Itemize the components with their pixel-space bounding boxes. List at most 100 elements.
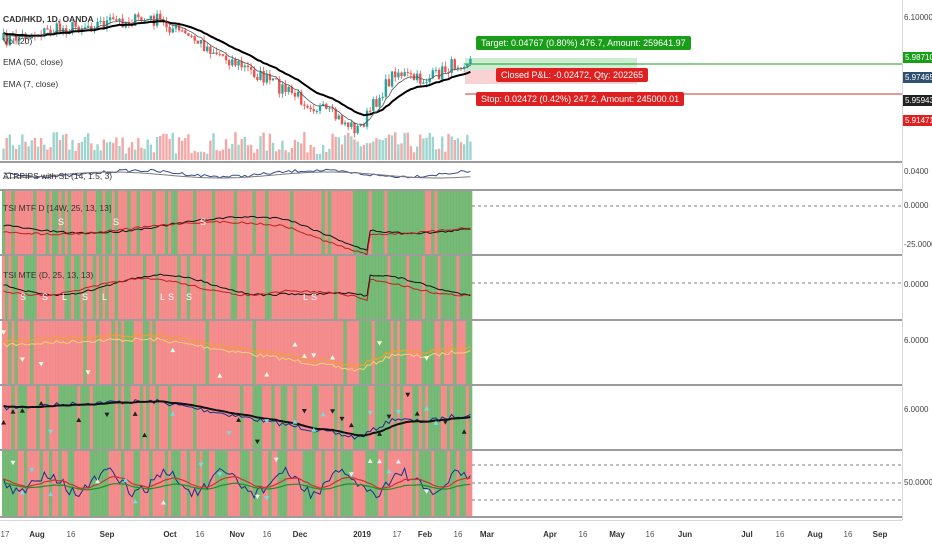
pane7-bg	[309, 451, 313, 516]
pane6-bg	[243, 386, 247, 449]
pane6-bg	[108, 386, 112, 449]
pane6-bg	[92, 386, 97, 449]
pane7-bg	[136, 451, 141, 516]
volume-bar	[187, 134, 190, 160]
volume-bar	[152, 152, 156, 160]
tsi-mtf-bg	[193, 191, 197, 254]
candle	[231, 59, 234, 66]
candle	[224, 55, 228, 61]
pane5-bg	[190, 321, 194, 384]
pane7-bg	[324, 451, 329, 516]
tsi-mtf-bg	[233, 191, 238, 254]
tsi-mte-bg	[399, 256, 404, 319]
candle	[406, 72, 409, 74]
tsi-mte-bg	[39, 256, 44, 319]
pane6-bg	[349, 386, 354, 449]
tsi-mte-legend[interactable]: TSI MTE (D, 25, 13, 13)	[3, 270, 94, 280]
atr-legend[interactable]: ATRPIPS with SL (14, 1.5, 3)	[3, 171, 113, 181]
pane6-bg	[186, 386, 191, 449]
price-axis[interactable]	[902, 0, 932, 520]
pane6-bg	[280, 386, 285, 449]
volume-bar	[325, 151, 328, 160]
volume-bar	[8, 134, 12, 160]
candle	[118, 18, 121, 21]
tsi-mte-bg	[321, 256, 326, 319]
volume-bar	[437, 148, 441, 160]
pane5-bg	[211, 321, 216, 384]
volume-bar	[384, 137, 388, 160]
tsi-mtf-bg	[105, 191, 109, 254]
tsi-mtf-bg	[74, 191, 78, 254]
candle	[337, 115, 341, 120]
pane5-bg	[52, 321, 56, 384]
time-axis-label: Aug	[29, 530, 45, 539]
volume-legend[interactable]: Vol (20)	[3, 36, 33, 46]
tsi-mte-bg	[190, 256, 194, 319]
tsi-mtf-bg	[240, 191, 244, 254]
pane7-bg	[186, 451, 191, 516]
ema-long-legend[interactable]: EMA (50, close)	[3, 57, 63, 67]
closed-pnl-label[interactable]: Closed P&L: -0.02472, Qty: 202265	[496, 68, 649, 82]
pane7-bg	[340, 451, 344, 516]
tsi-mtf-bg	[352, 191, 357, 254]
pane5-bg	[468, 321, 473, 384]
pane6-bg	[20, 386, 25, 449]
pane6-bg	[61, 386, 65, 449]
tsi-mtf-bg	[378, 191, 382, 254]
pane7-bg	[30, 451, 34, 516]
tsi-mte-bg	[74, 256, 78, 319]
tsi-mte-bg	[92, 256, 97, 319]
volume-bar	[196, 152, 200, 160]
tsi-mtf-bg	[161, 191, 166, 254]
tsi-mtf-bg	[468, 191, 473, 254]
time-axis-label: 16	[775, 530, 785, 539]
candle	[334, 108, 337, 120]
tsi-mtf-bg	[127, 191, 131, 254]
candle	[444, 66, 447, 73]
pane7-bg	[133, 451, 138, 516]
pane5-bg	[143, 321, 147, 384]
pane5-bg	[356, 321, 360, 384]
candle	[234, 59, 237, 66]
pane7-bg	[164, 451, 169, 516]
time-axis-label: Feb	[417, 530, 433, 539]
pane6-bg	[177, 386, 181, 449]
tsi-mte-bg	[111, 256, 116, 319]
pane5-marker	[1, 330, 7, 335]
tsi-mte-bg	[280, 256, 285, 319]
target-label[interactable]: Target: 0.04767 (0.80%) 476.7, Amount: 2…	[476, 36, 691, 50]
pane7-bg	[23, 451, 28, 516]
volume-bar	[124, 153, 127, 160]
tsi-mtf-bg	[243, 191, 247, 254]
pane5-bg	[381, 321, 385, 384]
pane5-bg	[171, 321, 175, 384]
chart-canvas[interactable]: S S L S L L S S L SS S S	[0, 0, 902, 520]
pane6-marker	[226, 431, 232, 436]
tsi-mtf-bg	[20, 191, 25, 254]
pane5-bg	[124, 321, 128, 384]
tsi-mtf-bg	[284, 191, 288, 254]
candle	[209, 46, 212, 54]
time-axis-label: Sep	[872, 530, 888, 539]
tsi-mte-bg	[393, 256, 398, 319]
volume-bar	[190, 153, 193, 160]
pane5-bg	[152, 321, 156, 384]
volume-bar	[174, 153, 178, 160]
pane7-bg	[199, 451, 203, 516]
ema-short-legend[interactable]: EMA (7, close)	[3, 79, 59, 89]
tsi-mte-bg	[80, 256, 84, 319]
pane6-bg	[296, 386, 300, 449]
pane7-bg	[17, 451, 22, 516]
tsi-mtf-legend[interactable]: TSI MTF D [14W, 25, 13, 13]	[3, 203, 112, 213]
stop-label[interactable]: Stop: 0.02472 (0.42%) 247.2, Amount: 245…	[476, 92, 685, 106]
time-axis[interactable]: 17 Aug 16 Sep Oct 16 Nov 16 Dec 2019 17 Feb 16 Mar Apr…	[0, 520, 902, 551]
pane6-bg	[384, 386, 388, 449]
tsi-mtf-bg	[42, 191, 47, 254]
volume-bar	[243, 136, 247, 160]
tsi-mte-bg	[164, 256, 169, 319]
pane6-bg	[218, 386, 222, 449]
tsi-mte-bg	[77, 256, 81, 319]
pane6-bg	[77, 386, 81, 449]
tsi-mte-bg	[117, 256, 122, 319]
